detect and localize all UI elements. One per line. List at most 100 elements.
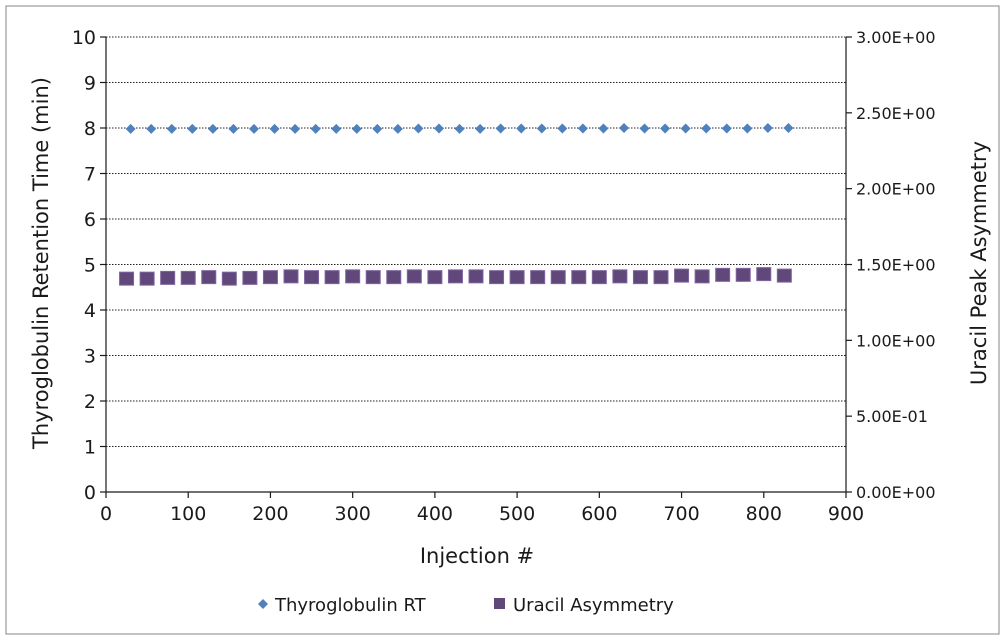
x-tick-label: 300 [335, 503, 371, 525]
data-point [598, 123, 609, 134]
y-right-tick-label: 0.00E+00 [856, 483, 936, 502]
data-point [660, 123, 671, 134]
data-point [331, 123, 342, 134]
data-point [571, 270, 587, 285]
data-point [283, 269, 299, 284]
data-point [701, 123, 712, 134]
x-tick-label: 100 [170, 503, 206, 525]
data-point [201, 270, 217, 285]
x-tick-label: 0 [100, 503, 112, 525]
y-right-tick-label: 2.00E+00 [856, 180, 936, 199]
data-point [762, 123, 773, 133]
data-point [386, 270, 402, 285]
data-point [577, 123, 588, 134]
data-point [509, 270, 525, 285]
data-point [557, 123, 568, 134]
data-point [756, 267, 772, 282]
data-point [310, 123, 321, 134]
x-tick-label: 400 [417, 503, 453, 525]
data-point [345, 269, 361, 284]
y-left-tick-label: 7 [84, 164, 96, 186]
data-point [269, 123, 280, 134]
data-point [639, 123, 650, 134]
y-right-tick-label: 1.50E+00 [856, 256, 936, 275]
data-point [783, 123, 794, 133]
y-left-axis-title: Thyroglobulin Retention Time (min) [29, 77, 53, 450]
data-point [324, 270, 340, 285]
data-point [207, 123, 218, 134]
y-left-tick-label: 4 [84, 300, 96, 322]
data-point [530, 270, 546, 285]
data-series [119, 123, 794, 286]
y-left-tick-label: 10 [72, 27, 96, 49]
data-point [406, 269, 422, 284]
data-point [680, 123, 691, 134]
data-point [146, 123, 157, 134]
legend-label-uracil: Uracil Asymmetry [513, 595, 674, 616]
data-point [304, 270, 320, 285]
data-point [612, 269, 628, 284]
data-point [434, 123, 444, 134]
y-right-tick-label: 1.00E+00 [856, 331, 936, 350]
series-thyroglobulin-rt [125, 123, 794, 134]
x-tick-label: 700 [663, 503, 699, 525]
x-tick-label: 600 [581, 503, 617, 525]
data-point [351, 123, 362, 134]
legend-label-thyroglobulin: Thyroglobulin RT [274, 595, 427, 616]
data-point [221, 271, 237, 286]
y-left-tick-label: 8 [84, 118, 96, 140]
data-point [536, 123, 547, 134]
y-right-tick-label: 5.00E-01 [856, 407, 928, 426]
legend-marker-thyroglobulin [258, 599, 268, 609]
data-point [715, 267, 731, 282]
data-point [392, 123, 403, 134]
data-point [290, 123, 301, 134]
data-point [180, 270, 196, 285]
data-point [187, 123, 198, 134]
x-axis-title: Injection # [420, 544, 534, 568]
data-point [242, 270, 258, 285]
y-left-tick-label: 2 [84, 391, 96, 413]
chart-border [5, 5, 1000, 635]
data-point [139, 271, 155, 286]
data-point [166, 123, 177, 134]
data-point [591, 270, 607, 285]
legend-marker-uracil [494, 598, 505, 609]
y-right-axis-title: Uracil Peak Asymmetry [967, 141, 991, 385]
data-point [475, 123, 486, 134]
x-tick-label: 200 [252, 503, 288, 525]
data-point [674, 268, 690, 283]
data-point [495, 123, 506, 134]
data-point [249, 123, 259, 134]
data-point [447, 269, 463, 284]
data-point [427, 270, 443, 285]
gridlines [106, 36, 846, 447]
y-left-tick-labels: 0 1 2 3 4 5 6 7 8 9 10 [72, 27, 106, 504]
data-point [735, 267, 751, 282]
y-right-tick-label: 2.50E+00 [856, 104, 936, 123]
x-tick-label: 500 [499, 503, 535, 525]
data-point [489, 270, 505, 285]
y-left-tick-label: 3 [84, 346, 96, 368]
series-uracil-asymmetry [119, 267, 792, 286]
data-point [454, 123, 465, 134]
y-left-tick-label: 6 [84, 209, 96, 231]
x-tick-label: 800 [746, 503, 782, 525]
data-point [550, 270, 566, 285]
legend: Thyroglobulin RT Uracil Asymmetry [258, 595, 674, 616]
y-left-tick-label: 5 [84, 255, 96, 277]
data-point [125, 123, 136, 134]
data-point [653, 270, 669, 285]
data-point [119, 271, 135, 286]
data-point [632, 270, 648, 285]
data-point [776, 268, 792, 283]
data-point [160, 270, 176, 285]
data-point [228, 123, 239, 134]
y-left-tick-label: 9 [84, 73, 96, 95]
data-point [365, 270, 381, 285]
data-point [262, 270, 278, 285]
y-right-tick-label: 3.00E+00 [856, 28, 936, 47]
x-tick-label: 900 [828, 503, 864, 525]
y-left-tick-label: 0 [84, 482, 96, 504]
